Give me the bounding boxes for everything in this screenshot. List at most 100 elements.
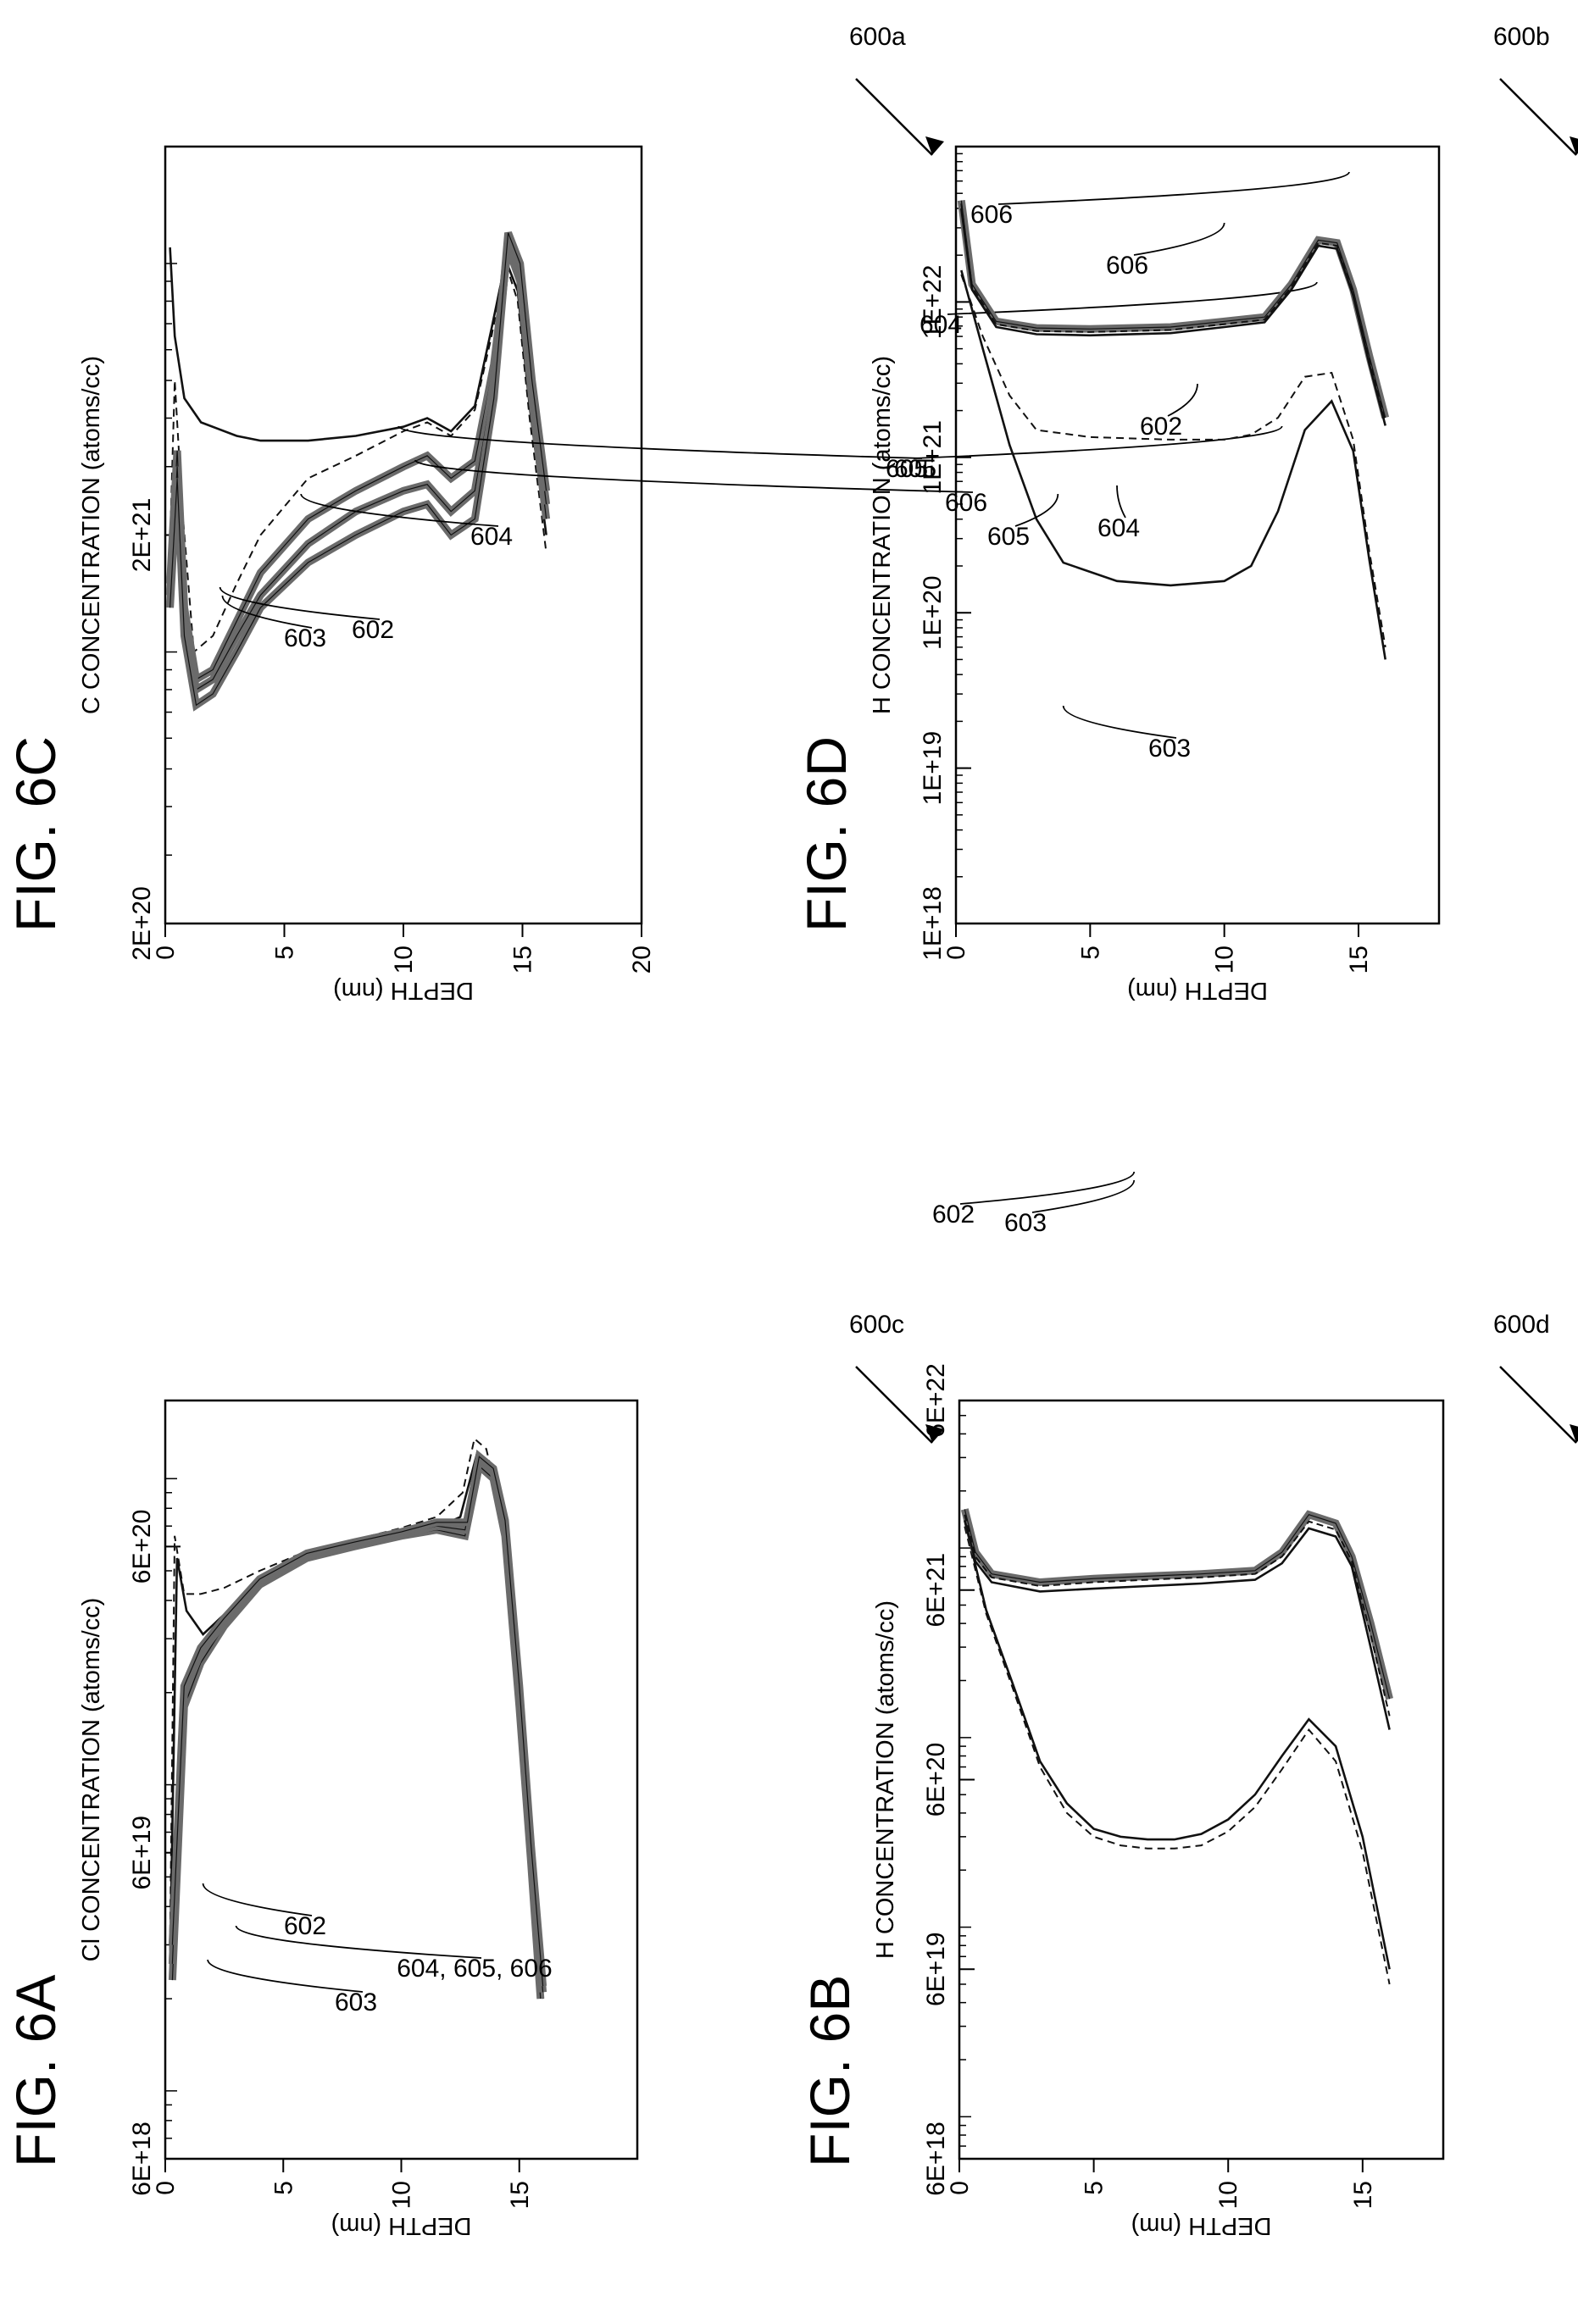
panel-reference-arrow bbox=[855, 1366, 933, 1444]
callout-leader bbox=[1167, 383, 1198, 417]
x-tick-label: 0 bbox=[942, 946, 970, 960]
series-callout-label: 603 bbox=[335, 1988, 377, 2016]
x-axis-title: DEPTH (nm) bbox=[1127, 977, 1268, 1004]
x-tick-label: 15 bbox=[509, 946, 537, 973]
y-axis-title: H CONCENTRATION (atoms/cc) bbox=[869, 356, 896, 714]
chart-panel-600d: 1E+22 1E+21 1E+20 1E+19 1E+180 5 10 15 DEPTH (nm… bbox=[795, 145, 1578, 1444]
arrowhead bbox=[1570, 1424, 1578, 1443]
panel-reference-label: 600b bbox=[1493, 23, 1550, 51]
y-tick-label: 6E+20 bbox=[922, 1743, 950, 1817]
callout-leader bbox=[207, 1959, 364, 1993]
series-callout-label: 604 bbox=[470, 523, 513, 551]
series-line-605 bbox=[960, 203, 1386, 422]
arrowhead bbox=[1570, 136, 1578, 155]
x-tick-label: 5 bbox=[269, 2181, 297, 2195]
y-tick-label: 1E+18 bbox=[919, 886, 947, 961]
callout-leader bbox=[1031, 1179, 1136, 1213]
callout-leader bbox=[397, 425, 923, 459]
y-tick-label: 1E+22 bbox=[919, 265, 947, 340]
y-tick-label: 6E+19 bbox=[128, 1816, 156, 1890]
series-callout-label: 604 bbox=[920, 311, 962, 339]
series-callout-label: 605 bbox=[894, 455, 936, 483]
plot-frame bbox=[164, 1399, 639, 2160]
plot-frame bbox=[164, 145, 643, 925]
arrowhead bbox=[925, 136, 944, 155]
panel-reference-arrow bbox=[1499, 1366, 1577, 1444]
callout-leader bbox=[1014, 493, 1059, 527]
x-axis-title: DEPTH (nm) bbox=[333, 977, 474, 1004]
x-axis-title: DEPTH (nm) bbox=[1131, 2212, 1272, 2239]
x-tick-label: 10 bbox=[390, 946, 418, 973]
x-tick-label: 0 bbox=[152, 946, 180, 960]
series-line-602 bbox=[964, 1526, 1391, 1985]
series-line-603 bbox=[964, 1520, 1391, 1970]
series-callout-label: 602 bbox=[1140, 413, 1182, 441]
figure-label: FIG. 6B bbox=[798, 1975, 861, 2167]
series-callout-label: 602 bbox=[932, 1201, 975, 1229]
callout-leader bbox=[219, 586, 381, 620]
series-callout-label: 606 bbox=[970, 201, 1013, 229]
figure-label: FIG. 6A bbox=[4, 1975, 67, 2167]
series-line-605 bbox=[964, 1514, 1391, 1717]
y-tick-label: 1E+20 bbox=[919, 575, 947, 650]
series-callout-label: 604 bbox=[1097, 514, 1140, 542]
series-callout-label: 602 bbox=[352, 616, 394, 644]
callout-leader bbox=[959, 1171, 1136, 1205]
series-line-core-604 bbox=[964, 1509, 1391, 1700]
x-tick-label: 5 bbox=[1081, 2181, 1108, 2195]
figure-label: FIG. 6D bbox=[795, 736, 858, 932]
series-line-core-604 bbox=[169, 247, 547, 680]
series-callout-label: 606 bbox=[1106, 252, 1148, 280]
callout-leader bbox=[947, 281, 1318, 315]
x-tick-label: 15 bbox=[1349, 2181, 1377, 2209]
panel-reference-arrow bbox=[855, 78, 933, 156]
y-tick-label: 6E+22 bbox=[922, 1363, 950, 1438]
series-line-604 bbox=[960, 1508, 1393, 1700]
x-tick-label: 0 bbox=[152, 2181, 180, 2195]
y-tick-label: 6E+18 bbox=[922, 2122, 950, 2196]
series-callout-label: 602 bbox=[284, 1912, 326, 1940]
series-callout-label: 605 bbox=[987, 523, 1030, 551]
x-tick-label: 0 bbox=[946, 2181, 974, 2195]
x-tick-label: 15 bbox=[506, 2181, 534, 2209]
y-axis-title: C CONCENTRATION (atoms/cc) bbox=[78, 356, 105, 714]
series-line-602 bbox=[169, 1437, 544, 1987]
series-line-606 bbox=[960, 208, 1386, 426]
y-tick-label: 6E+20 bbox=[128, 1510, 156, 1584]
series-callout-label: 603 bbox=[1004, 1209, 1047, 1237]
x-tick-label: 10 bbox=[388, 2181, 416, 2209]
arrowhead bbox=[925, 1424, 944, 1443]
y-tick-label: 6E+19 bbox=[922, 1932, 950, 2006]
series-line-606 bbox=[168, 1449, 547, 1987]
panel-reference-arrow bbox=[1499, 78, 1577, 156]
callout-leader bbox=[202, 1883, 313, 1916]
callout-leader bbox=[300, 493, 499, 527]
y-axis-title: Cl CONCENTRATION (atoms/cc) bbox=[78, 1598, 105, 1962]
series-callout-label: 606 bbox=[945, 489, 987, 517]
panel-reference-label: 600a bbox=[849, 23, 906, 51]
callout-leader bbox=[1062, 705, 1177, 739]
x-tick-label: 5 bbox=[1076, 946, 1104, 960]
callout-leader bbox=[913, 425, 1283, 459]
series-line-core-606 bbox=[169, 232, 547, 707]
panel-reference-label: 600c bbox=[849, 1311, 904, 1339]
y-tick-label: 1E+21 bbox=[919, 420, 947, 495]
series-callout-label: 605 bbox=[886, 455, 928, 483]
x-tick-label: 10 bbox=[1211, 946, 1239, 973]
plot-frame bbox=[958, 1399, 1445, 2160]
panel-reference-label: 600d bbox=[1493, 1311, 1550, 1339]
series-line-core-606 bbox=[171, 1456, 544, 1987]
x-tick-label: 20 bbox=[628, 946, 656, 973]
y-tick-label: 2E+20 bbox=[128, 886, 156, 961]
x-tick-label: 5 bbox=[271, 946, 299, 960]
series-line-core-604 bbox=[960, 200, 1386, 419]
series-line-602 bbox=[960, 274, 1386, 648]
callout-leader bbox=[221, 595, 313, 629]
series-callout-label: 603 bbox=[284, 624, 326, 652]
x-tick-label: 15 bbox=[1345, 946, 1373, 973]
